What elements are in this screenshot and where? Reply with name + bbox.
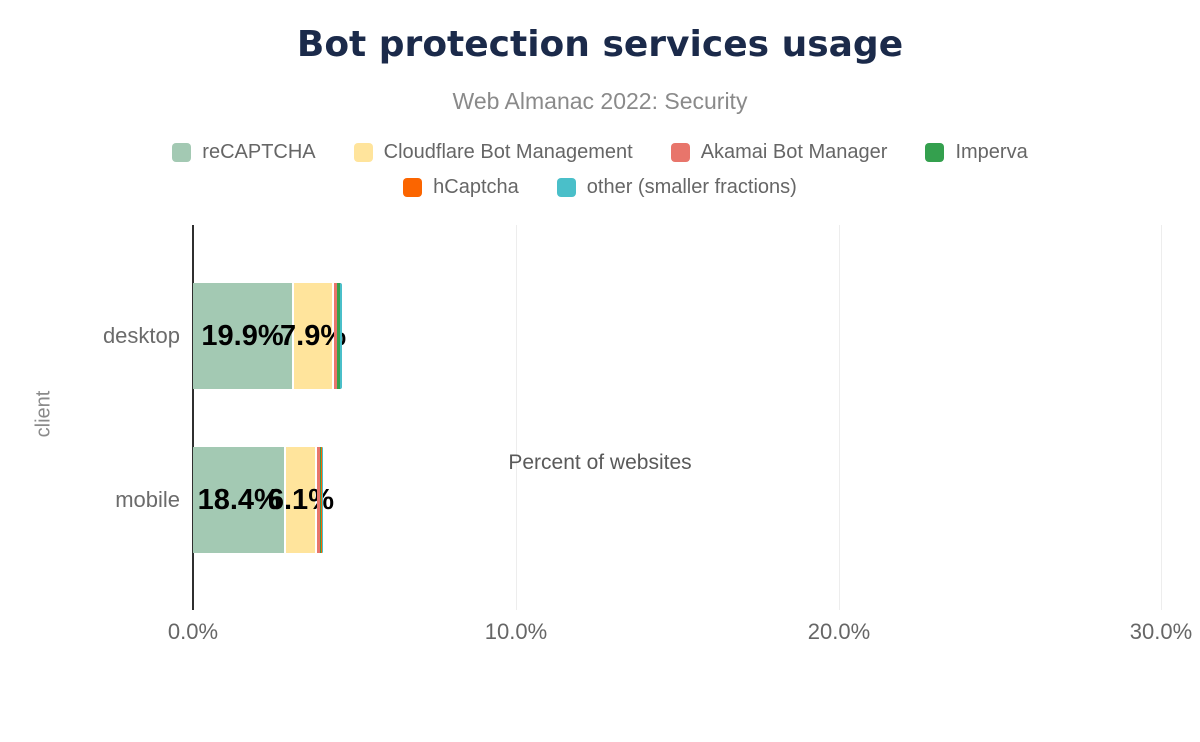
segment-cloudflare-bot-management-desktop[interactable]: 7.9% xyxy=(280,283,346,389)
bar-desktop: 19.9% 7.9% xyxy=(193,283,346,389)
x-axis-title: Percent of websites xyxy=(508,451,692,474)
legend-label: Imperva xyxy=(955,141,1028,163)
legend-swatch-other-smaller-fractions xyxy=(556,178,576,197)
legend-label: reCAPTCHA xyxy=(202,141,316,163)
legend: reCAPTCHA Cloudflare Bot Management Akamai… xyxy=(0,141,1200,199)
segment-hcaptcha-mobile[interactable] xyxy=(321,447,323,553)
data-label-recaptcha-mobile: 18.4% xyxy=(197,483,280,516)
gridline-30pct xyxy=(1161,225,1162,610)
legend-swatch-hcaptcha xyxy=(403,178,423,197)
segment-other-smaller-fractions-mobile[interactable] xyxy=(322,447,324,553)
y-axis-line xyxy=(192,225,194,610)
segment-other-smaller-fractions-desktop[interactable] xyxy=(340,283,342,389)
legend-row: reCAPTCHA Cloudflare Bot Management Akamai… xyxy=(172,141,1028,164)
x-tick-label-20: 20.0% xyxy=(807,619,871,644)
legend-swatch-cloudflare-bot-management xyxy=(353,143,373,162)
legend-item-other-smaller-fractions[interactable]: other (smaller fractions) xyxy=(556,176,797,199)
data-label-cloudflare-bot-management-mobile: 6.1% xyxy=(267,483,334,516)
legend-swatch-imperva xyxy=(925,143,945,162)
bar-mobile: 18.4% 6.1% xyxy=(193,447,345,553)
legend-item-imperva[interactable]: Imperva xyxy=(925,141,1028,164)
x-tick-label-0: 0.0% xyxy=(167,619,219,644)
y-axis-title: client xyxy=(32,390,55,438)
gridline-10pct xyxy=(516,225,517,610)
segment-hcaptcha-desktop[interactable] xyxy=(339,283,341,389)
legend-label: hCaptcha xyxy=(433,176,519,198)
category-label-mobile: mobile xyxy=(115,487,180,512)
category-label-desktop: desktop xyxy=(102,323,180,348)
legend-label: other (smaller fractions) xyxy=(586,176,797,198)
x-tick-label-30: 30.0% xyxy=(1129,619,1193,644)
segment-recaptcha-desktop[interactable]: 19.9% xyxy=(193,283,295,389)
segment-akamai-bot-manager-mobile[interactable] xyxy=(317,447,320,553)
x-tick-label-10: 10.0% xyxy=(484,619,548,644)
plot-area: desktop mobile 19.9% 7.9% 18.4% 6.1% 0.0% … xyxy=(103,225,1192,644)
segment-imperva-desktop[interactable] xyxy=(337,283,340,389)
legend-label: Cloudflare Bot Management xyxy=(383,141,633,163)
legend-item-hcaptcha[interactable]: hCaptcha xyxy=(403,176,519,199)
segment-recaptcha-mobile[interactable]: 18.4% xyxy=(193,447,287,553)
legend-item-cloudflare-bot-management[interactable]: Cloudflare Bot Management xyxy=(353,141,633,164)
segment-imperva-mobile[interactable] xyxy=(319,447,322,553)
chart-title: Bot protection services usage xyxy=(296,24,904,65)
segment-akamai-bot-manager-desktop[interactable] xyxy=(334,283,338,389)
data-label-recaptcha-desktop: 19.9% xyxy=(201,319,284,352)
legend-swatch-akamai-bot-manager xyxy=(670,143,690,162)
legend-label: Akamai Bot Manager xyxy=(700,141,888,163)
legend-item-akamai-bot-manager[interactable]: Akamai Bot Manager xyxy=(670,141,888,164)
legend-row: hCaptcha other (smaller fractions) xyxy=(403,176,797,199)
legend-item-recaptcha[interactable]: reCAPTCHA xyxy=(172,141,316,164)
chart-subtitle: Web Almanac 2022: Security xyxy=(452,88,748,114)
gridline-20pct xyxy=(839,225,840,610)
legend-swatch-recaptcha xyxy=(172,143,192,162)
